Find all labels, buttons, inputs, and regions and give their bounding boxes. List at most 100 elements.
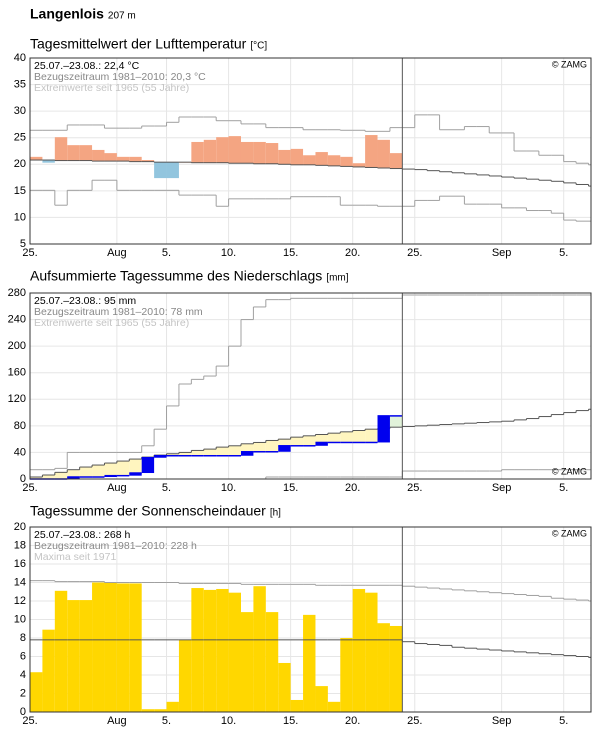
deviation-fill	[265, 440, 279, 452]
x-tick-label: 15.	[283, 715, 298, 727]
anomaly-bar	[290, 148, 304, 165]
bar	[365, 592, 378, 712]
plot-frame	[29, 292, 592, 480]
deviation-fill	[278, 439, 291, 446]
deviation-fill	[54, 472, 68, 479]
deviation-fill	[389, 415, 403, 428]
bar	[228, 592, 241, 712]
y-tick-label: 12	[14, 595, 26, 607]
bar	[191, 588, 204, 712]
anomaly-bar	[228, 136, 241, 164]
y-tick-label: 40	[14, 446, 26, 458]
x-tick-label: 5.	[559, 247, 568, 259]
y-tick-label: 25	[14, 132, 26, 144]
annotation: 25.07.–23.08.: 268 h	[34, 529, 130, 541]
anomaly-bar	[377, 139, 390, 169]
y-tick-label: 5	[20, 238, 26, 250]
bar	[79, 600, 93, 712]
x-tick-label: Aug	[107, 247, 127, 259]
x-tick-label: Sep	[492, 482, 512, 494]
chart-title: Tagessumme der Sonnenscheindauer	[30, 503, 266, 519]
deviation-fill	[216, 447, 229, 456]
y-tick-label: 40	[14, 52, 26, 64]
bar	[129, 583, 142, 712]
y-tick-label: 280	[8, 287, 26, 299]
anomaly-bar	[240, 141, 254, 164]
x-tick-label: 15.	[283, 482, 298, 494]
anomaly-bar	[154, 162, 167, 179]
deviation-fill	[30, 477, 43, 479]
y-tick-label: 6	[20, 650, 26, 662]
deviation-fill	[327, 433, 341, 443]
bar	[377, 623, 390, 712]
daily-increment	[141, 457, 155, 474]
x-tick-label: 10.	[221, 247, 236, 259]
anomaly-bar	[79, 145, 93, 161]
x-tick-label: 5.	[559, 482, 568, 494]
bar	[340, 638, 353, 712]
annotation: Extremwerte seit 1965 (55 Jahre)	[34, 82, 189, 94]
annotation: Bezugszeitraum 1981–2010: 228 h	[34, 540, 197, 552]
bar	[253, 586, 266, 712]
bar	[265, 612, 279, 712]
bar	[141, 709, 155, 712]
annotation: 25.07.–23.08.: 95 mm	[34, 295, 136, 307]
anomaly-bar	[67, 145, 80, 161]
plot-frame	[29, 526, 592, 713]
y-tick-label: 10	[14, 211, 26, 223]
x-tick-label: 20.	[345, 482, 360, 494]
bar	[216, 588, 229, 712]
x-tick-label: 5.	[162, 247, 171, 259]
deviation-fill	[290, 437, 304, 446]
chart-title: Tagesmittelwert der Lufttemperatur	[30, 36, 247, 52]
deviation-fill	[253, 442, 266, 452]
anomaly-bar	[104, 153, 117, 162]
deviation-fill	[166, 453, 179, 456]
copyright: © ZAMG	[552, 466, 587, 476]
daily-increment	[67, 477, 80, 479]
x-tick-label: Aug	[107, 715, 127, 727]
anomaly-bar	[352, 163, 366, 167]
chart-title: Aufsummierte Tagessumme des Niederschlag…	[30, 268, 322, 284]
bar	[42, 629, 55, 712]
station-elevation: 207 m	[108, 11, 136, 22]
deviation-fill	[191, 450, 204, 456]
copyright: © ZAMG	[552, 528, 587, 538]
bar	[389, 625, 403, 712]
anomaly-bar	[191, 141, 204, 163]
daily-increment	[129, 473, 142, 476]
y-tick-label: 35	[14, 78, 26, 90]
bar	[104, 582, 117, 712]
anomaly-bar	[365, 135, 378, 168]
chart-unit: [°C]	[250, 41, 267, 52]
bar	[352, 588, 366, 712]
x-tick-label: 20.	[345, 715, 360, 727]
y-tick-label: 200	[8, 340, 26, 352]
deviation-fill	[203, 449, 217, 456]
bar	[116, 583, 130, 712]
deviation-fill	[104, 463, 117, 476]
chart-unit: [mm]	[326, 273, 348, 284]
x-tick-label: 10.	[221, 482, 236, 494]
bar	[240, 612, 254, 712]
deviation-fill	[79, 467, 93, 478]
x-tick-label: Sep	[492, 715, 512, 727]
anomaly-bar	[92, 149, 105, 162]
x-tick-label: 20.	[345, 247, 360, 259]
y-tick-label: 15	[14, 185, 26, 197]
y-tick-label: 80	[14, 420, 26, 432]
anomaly-bar	[253, 141, 266, 164]
y-tick-label: 160	[8, 367, 26, 379]
anomaly-bar	[141, 160, 155, 162]
anomaly-bar	[116, 156, 130, 162]
anomaly-bar	[303, 155, 316, 165]
x-tick-label: 25.	[407, 247, 422, 259]
deviation-fill	[365, 429, 378, 443]
anomaly-bar	[203, 139, 217, 163]
plot-background	[30, 293, 591, 479]
deviation-fill	[42, 475, 55, 479]
bar	[166, 701, 179, 712]
anomaly-bar	[265, 143, 279, 164]
deviation-fill	[228, 445, 241, 456]
deviation-fill	[92, 465, 105, 478]
